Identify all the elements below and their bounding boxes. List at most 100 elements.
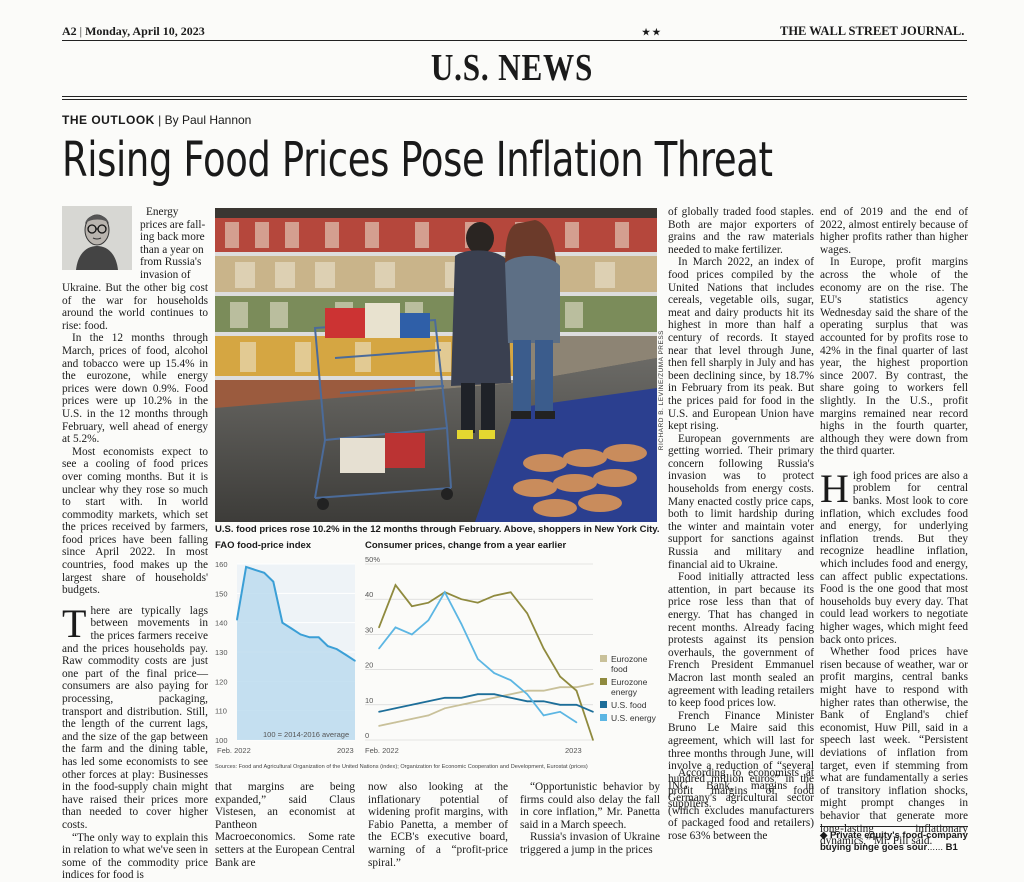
fao-data-point xyxy=(272,580,275,583)
cpi-data-point xyxy=(477,693,479,695)
fao-data-point xyxy=(354,660,356,662)
cpi-legend-label: Eurozone food xyxy=(611,654,648,674)
wrap-line: ing back more xyxy=(140,231,205,244)
fao-y-tick-label: 140 xyxy=(215,619,228,628)
cpi-data-point xyxy=(411,605,413,607)
fao-y-tick-label: 100 xyxy=(215,736,228,745)
fao-line xyxy=(236,565,356,662)
cpi-data-point xyxy=(575,686,578,688)
chart-sources: Sources: Food and Agricultural Organizat… xyxy=(215,764,588,770)
paragraph: In Europe, profit margins across the who… xyxy=(820,256,968,458)
cpi-y-tick-label: 20 xyxy=(365,661,373,670)
folio-stars: ★ ★ xyxy=(642,27,661,37)
fao-data-point xyxy=(236,618,238,621)
cpi-data-point xyxy=(542,689,545,692)
column-3-bottom: now also looking at the inflationary pot… xyxy=(368,781,508,869)
page-number: A2 xyxy=(62,24,77,38)
cpi-y-tick-label: 0 xyxy=(365,731,369,740)
fao-data-point xyxy=(345,654,347,656)
column-1: Ukraine. But the other big cost of the w… xyxy=(62,282,208,882)
cpi-data-point xyxy=(378,626,380,629)
cpi-data-point xyxy=(526,612,528,615)
column-6: end of 2019 and the end of 2022, almost … xyxy=(820,206,968,848)
column-name: THE OUTLOOK xyxy=(62,113,155,127)
cpi-data-point xyxy=(526,700,528,703)
cpi-data-point xyxy=(509,693,512,695)
cpi-legend-label: U.S. energy xyxy=(611,713,656,723)
fao-data-point xyxy=(327,645,329,647)
cpi-data-point xyxy=(378,711,380,713)
fao-data-point xyxy=(336,648,338,650)
cpi-data-point xyxy=(559,686,561,688)
fao-x-end-label: 2023 xyxy=(337,746,354,755)
cpi-data-point xyxy=(394,707,397,710)
paragraph: Russia's invasion of Ukraine triggered a… xyxy=(520,831,660,856)
column-1-wrap: Energy prices are fall- ing back more th… xyxy=(140,206,208,282)
fao-chart: 160 150 140 130 120 110 100 100 = 2014-2016 ave… xyxy=(215,560,356,755)
author-portrait xyxy=(62,206,132,270)
cpi-legend-swatch xyxy=(600,655,607,662)
section-title: U.S. NEWS xyxy=(430,47,594,89)
wrap-line: invasion of xyxy=(140,268,191,281)
cpi-data-point xyxy=(559,675,561,678)
fao-data-point xyxy=(290,627,293,630)
cpi-legend-item: U.S. food xyxy=(600,700,662,710)
cpi-chart-title: Consumer prices, change from a year earl… xyxy=(365,540,567,551)
byline: By Paul Hannon xyxy=(164,113,252,127)
cpi-data-point xyxy=(592,682,594,685)
cpi-data-point xyxy=(378,647,380,650)
cpi-legend-item: Eurozone energy xyxy=(600,677,662,697)
paragraph: that margins are being expanded,” said C… xyxy=(215,781,355,869)
cpi-series-line xyxy=(378,583,594,741)
cpi-legend-swatch xyxy=(600,678,607,685)
paragraph: Food initially attracted less attention,… xyxy=(668,571,814,710)
column-2-bottom: that margins are being expanded,” said C… xyxy=(215,781,355,869)
paragraph: According to economists at ING Bank, mar… xyxy=(668,767,814,842)
fao-data-point xyxy=(263,572,265,574)
teaser-dots: ...... xyxy=(927,842,943,853)
cpi-data-point xyxy=(477,601,479,604)
cpi-data-point xyxy=(444,591,446,593)
cpi-legend-item: Eurozone food xyxy=(600,654,662,674)
cpi-data-point xyxy=(559,711,561,713)
paragraph: In the 12 months through March, prices o… xyxy=(62,332,208,446)
issue-date: Monday, April 10, 2023 xyxy=(85,24,205,38)
fao-data-point xyxy=(308,636,311,639)
cpi-series-line xyxy=(378,693,594,713)
fao-data-point xyxy=(254,569,256,571)
column-4: of globally traded food staples. Both ar… xyxy=(668,206,814,811)
cpi-data-point xyxy=(493,697,495,699)
cpi-data-point xyxy=(575,704,578,706)
cpi-data-point xyxy=(509,679,512,681)
wrap-line: prices are fall- xyxy=(140,218,206,231)
paragraph: now also looking at the inflationary pot… xyxy=(368,781,508,869)
cpi-y-tick-label: 30 xyxy=(365,625,373,634)
cpi-data-point xyxy=(575,689,578,692)
cpi-data-point xyxy=(378,725,380,727)
newspaper-name: THE WALL STREET JOURNAL. xyxy=(780,24,965,38)
teaser-text: ◆ Private equity's food-company buying b… xyxy=(820,830,968,853)
cpi-data-point xyxy=(444,707,446,710)
cpi-chart: 50% 40 30 20 10 0 Feb. 2022 2023 xyxy=(365,555,594,755)
paragraph: “Opportunistic behavior by firms could a… xyxy=(520,781,660,831)
cpi-data-point xyxy=(460,598,463,600)
paragraph: In March 2022, an index of food prices c… xyxy=(668,256,814,433)
fao-y-tick-label: 130 xyxy=(215,648,228,657)
cpi-x-end-label: 2023 xyxy=(565,746,582,755)
cpi-data-point xyxy=(411,704,413,706)
teaser[interactable]: ◆ Private equity's food-company buying b… xyxy=(820,830,968,854)
cpi-data-point xyxy=(460,623,463,625)
teaser-rule xyxy=(820,826,968,827)
paragraph: European governments are getting worried… xyxy=(668,432,814,571)
cpi-data-point xyxy=(477,658,479,660)
cpi-data-point xyxy=(509,697,512,699)
column-5-bottom: According to economists at ING Bank, mar… xyxy=(668,767,814,843)
cpi-data-point xyxy=(493,693,495,695)
cpi-data-point xyxy=(592,739,594,741)
cpi-legend-item: U.S. energy xyxy=(600,713,662,723)
cpi-data-point xyxy=(427,714,430,717)
cpi-data-point xyxy=(559,704,561,706)
cpi-data-point xyxy=(460,697,463,699)
cpi-legend-swatch xyxy=(600,714,607,721)
